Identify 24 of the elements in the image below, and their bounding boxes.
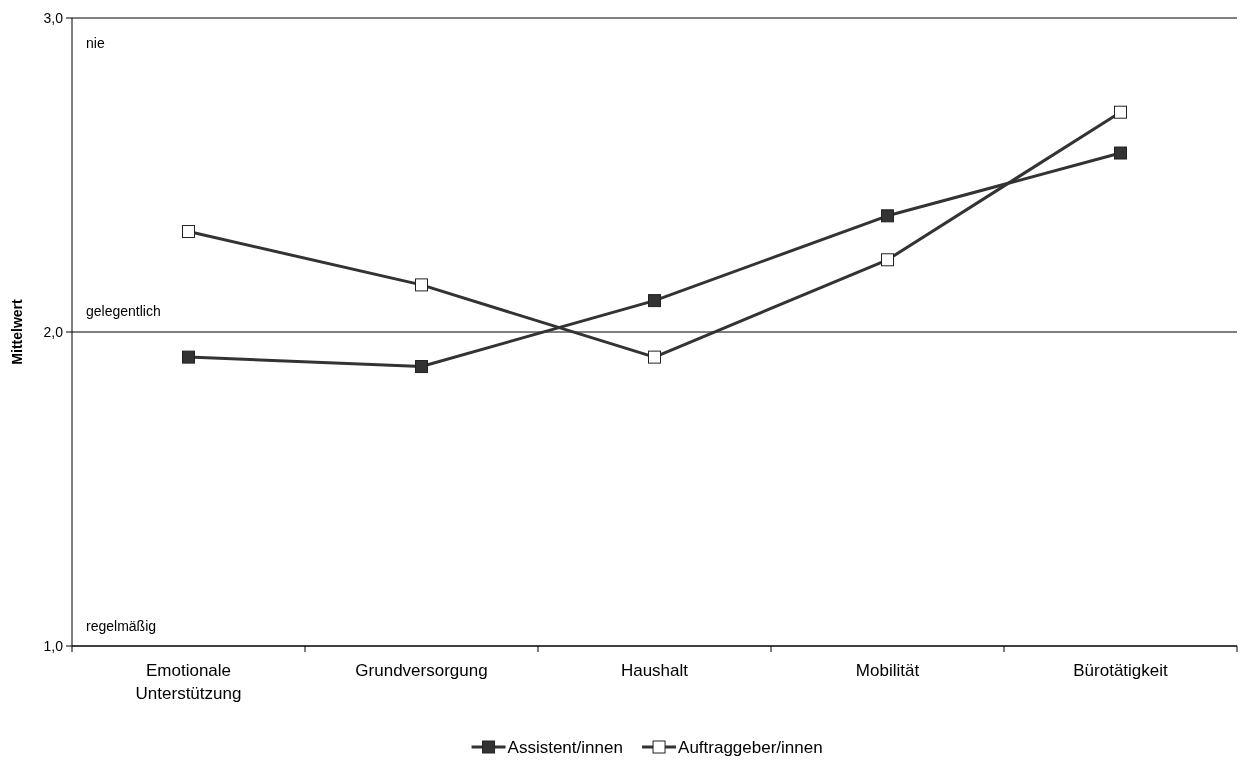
point: [1114, 105, 1127, 119]
y-tick-label: 2,0: [43, 323, 64, 340]
y-tick-label: 3,0: [43, 9, 64, 26]
point: [182, 225, 195, 239]
x-tick-label: Grundversorgung: [355, 661, 488, 680]
y-axis-title: Mittelwert: [9, 299, 25, 365]
point: [415, 360, 428, 374]
point: [881, 253, 894, 267]
x-tick-label: Emotionale Unterstützung: [135, 661, 242, 703]
point: [648, 294, 661, 308]
x-tick-label: Haushalt: [620, 661, 689, 680]
point: [182, 350, 195, 364]
legend-label: Assistent/innen: [507, 737, 623, 757]
annotation: nie: [86, 35, 105, 51]
point: [1114, 146, 1127, 160]
x-tick-label: Bürotätigkeit: [1073, 661, 1169, 680]
x-tick-label: Mobilität: [855, 661, 920, 680]
y-tick-label: 1,0: [43, 637, 64, 654]
point: [415, 278, 428, 292]
point: [648, 350, 661, 364]
annotation: gelegentlich: [86, 302, 161, 319]
legend-label: Auftraggeber/innen: [678, 737, 823, 757]
annotation: regelmäßig: [86, 618, 157, 634]
point: [881, 209, 894, 223]
